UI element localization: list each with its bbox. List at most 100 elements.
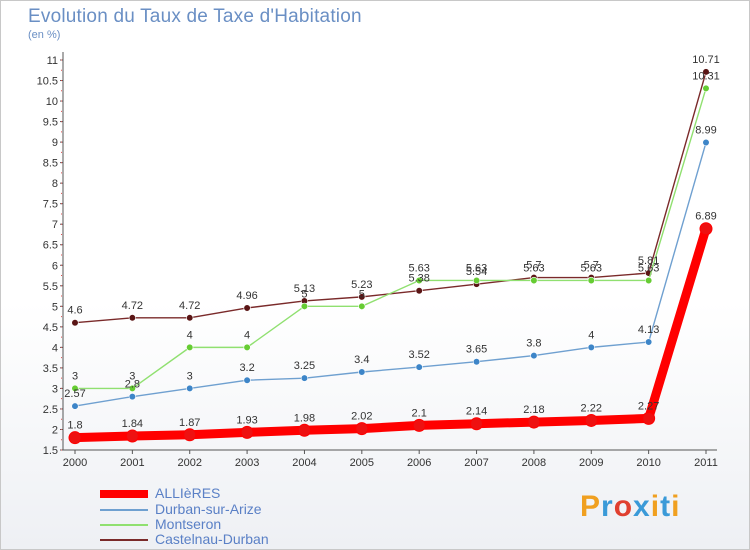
y-tick-label: 5 xyxy=(52,301,58,313)
x-tick-label: 2009 xyxy=(579,457,603,469)
y-tick-label: 4 xyxy=(52,342,58,354)
series-point-1 xyxy=(186,384,194,393)
legend-label-durban: Durban-sur-Arize xyxy=(155,501,262,517)
y-tick-label: 9.5 xyxy=(43,117,58,129)
y-tick-label: 6.5 xyxy=(43,240,58,252)
x-tick-label: 2010 xyxy=(636,457,660,469)
y-tick-label: 7.5 xyxy=(43,199,58,211)
data-label-0: 6.89 xyxy=(695,211,716,223)
chart-subtitle: (en %) xyxy=(28,29,61,41)
data-label-0: 1.98 xyxy=(294,412,315,424)
y-tick-label: 2 xyxy=(52,424,58,436)
data-label-2: 5 xyxy=(301,288,307,300)
y-tick-label: 2.5 xyxy=(43,404,58,416)
logo-letter: r xyxy=(601,490,614,523)
chart-title: Evolution du Taux de Taxe d'Habitation xyxy=(28,6,362,27)
data-label-2: 5.63 xyxy=(523,262,544,274)
series-point-2 xyxy=(71,384,79,393)
series-point-0 xyxy=(642,411,656,425)
series-point-3 xyxy=(71,319,79,327)
data-label-2: 10.31 xyxy=(692,70,720,82)
data-label-0: 2.1 xyxy=(412,407,427,419)
data-label-3: 5.54 xyxy=(466,266,487,278)
data-label-1: 2.8 xyxy=(125,379,140,391)
data-label-0: 2.22 xyxy=(581,402,602,414)
data-label-1: 3.8 xyxy=(526,338,541,350)
data-label-1: 3.52 xyxy=(408,349,429,361)
data-label-3: 5.81 xyxy=(638,255,659,267)
y-tick-label: 4.5 xyxy=(43,322,58,334)
data-label-3: 4.96 xyxy=(236,290,257,302)
data-label-0: 2.14 xyxy=(466,406,487,418)
series-line-0 xyxy=(70,224,711,443)
series-point-3 xyxy=(128,314,136,322)
y-tick-label: 6 xyxy=(52,260,58,272)
data-label-0: 1.87 xyxy=(179,417,200,429)
series-point-3 xyxy=(243,304,251,312)
y-tick-label: 5.5 xyxy=(43,281,58,293)
series-point-2 xyxy=(415,276,423,285)
data-label-1: 3.25 xyxy=(294,360,315,372)
legend-swatch-castelnau xyxy=(100,539,148,541)
logo-letter: x xyxy=(633,490,651,523)
series-point-3 xyxy=(358,293,366,301)
series-point-2 xyxy=(587,276,595,285)
data-label-2: 5.63 xyxy=(638,262,659,274)
data-label-1: 4.13 xyxy=(638,324,659,336)
legend-label-castelnau: Castelnau-Durban xyxy=(155,531,269,547)
data-label-0: 2.27 xyxy=(638,400,659,412)
data-label-1: 3.2 xyxy=(239,362,254,374)
series-point-1 xyxy=(243,376,251,384)
series-point-0 xyxy=(527,415,541,429)
y-tick-label: 3.5 xyxy=(43,363,58,375)
data-label-3: 5.7 xyxy=(526,260,541,272)
series-point-2 xyxy=(358,302,366,310)
y-tick-label: 8 xyxy=(52,178,58,190)
y-tick-label: 10.5 xyxy=(37,76,58,88)
proxiti-logo: Proxiti xyxy=(580,490,680,524)
y-tick-label: 3 xyxy=(52,383,58,395)
legend-swatch-montseron xyxy=(100,524,148,526)
data-label-3: 10.71 xyxy=(692,54,720,66)
logo-letter: P xyxy=(580,490,602,523)
series-point-2 xyxy=(243,343,251,351)
x-tick-label: 2001 xyxy=(120,457,144,469)
data-label-3: 5.13 xyxy=(294,283,315,295)
data-label-2: 3 xyxy=(129,370,135,382)
series-point-3 xyxy=(702,68,710,76)
data-label-3: 5.23 xyxy=(351,279,372,291)
series-point-0 xyxy=(240,425,254,439)
series-line-3 xyxy=(74,71,707,324)
x-tick-label: 2005 xyxy=(350,457,374,469)
x-tick-label: 2008 xyxy=(522,457,546,469)
series-point-2 xyxy=(128,384,136,393)
data-label-2: 4 xyxy=(244,329,250,341)
y-tick-label: 10 xyxy=(46,96,58,108)
data-label-2: 5 xyxy=(359,288,365,300)
series-point-1 xyxy=(645,338,653,346)
series-point-0 xyxy=(584,413,598,427)
x-tick-label: 2006 xyxy=(407,457,431,469)
logo-letter: i xyxy=(650,490,661,523)
series-point-2 xyxy=(186,343,194,351)
series-point-1 xyxy=(128,393,136,401)
data-label-1: 3 xyxy=(187,370,193,382)
series-point-0 xyxy=(68,431,82,445)
logo-letter: o xyxy=(613,490,634,523)
legend-swatch-durban xyxy=(100,509,148,511)
data-label-1: 3.65 xyxy=(466,344,487,356)
legend-swatch-allieres xyxy=(100,490,148,498)
data-label-3: 4.72 xyxy=(179,300,200,312)
data-label-1: 3.4 xyxy=(354,354,369,366)
data-label-3: 4.72 xyxy=(122,300,143,312)
series-point-0 xyxy=(699,222,713,236)
series-point-2 xyxy=(645,276,653,285)
data-label-3: 5.7 xyxy=(584,260,599,272)
series-point-0 xyxy=(297,423,311,437)
series-point-2 xyxy=(530,276,538,285)
series-point-1 xyxy=(702,138,710,147)
y-tick-label: 1.5 xyxy=(43,445,58,457)
data-label-2: 5.63 xyxy=(581,262,602,274)
data-label-0: 2.18 xyxy=(523,404,544,416)
